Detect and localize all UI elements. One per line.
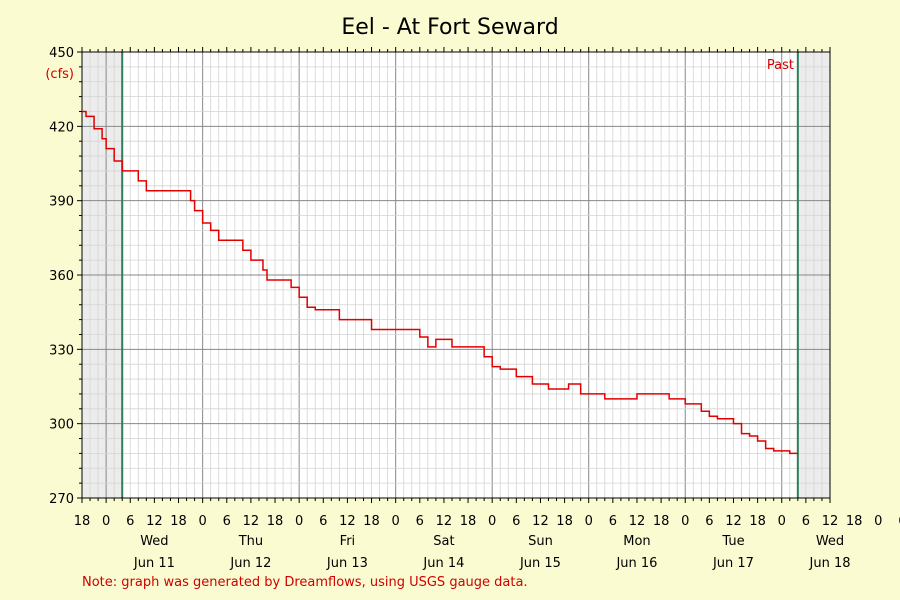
y-tick-label: 360 [49, 269, 74, 284]
x-day-label: Tue [721, 534, 744, 549]
x-day-label: Sun [528, 534, 553, 549]
flow-series-line [82, 110, 798, 455]
x-tick-label: 12 [339, 514, 356, 529]
x-day-label: Sat [433, 534, 454, 549]
x-tick-label: 12 [629, 514, 646, 529]
y-tick-label: 330 [49, 343, 74, 358]
x-tick-label: 6 [319, 514, 327, 529]
x-tick-label: 6 [609, 514, 617, 529]
x-tick-label: 12 [436, 514, 453, 529]
y-tick-label: 270 [49, 492, 74, 507]
x-tick-label: 0 [778, 514, 786, 529]
x-tick-label: 18 [267, 514, 284, 529]
source-note: Note: graph was generated by Dreamflows,… [82, 575, 528, 590]
x-tick-label: 6 [223, 514, 231, 529]
y-axis-unit-label: (cfs) [45, 67, 74, 82]
x-tick-label: 18 [749, 514, 766, 529]
x-tick-label: 18 [653, 514, 670, 529]
x-date-label: Jun 13 [326, 556, 368, 571]
x-tick-label: 6 [898, 514, 900, 529]
x-date-label: Jun 12 [229, 556, 271, 571]
x-tick-label: 6 [802, 514, 810, 529]
chart-title: Eel - At Fort Seward [341, 15, 558, 40]
x-axis-ticks: 18 0 6 12 18 0 6 12 18 0 6 12 18 0 6 12 18 0 6 12 18 0 6 12 18 0 6… [74, 47, 900, 529]
x-date-label: Jun 14 [422, 556, 464, 571]
x-day-label: Thu [238, 534, 263, 549]
y-tick-label: 300 [49, 418, 74, 433]
x-date-label: Jun 16 [615, 556, 657, 571]
x-tick-label: 18 [170, 514, 187, 529]
x-tick-label: 18 [556, 514, 573, 529]
y-axis-ticks: 270 300 330 360 390 420 450 [49, 46, 82, 507]
x-day-label: Wed [816, 534, 844, 549]
x-tick-label: 12 [146, 514, 163, 529]
x-axis-day-labels: Wed Jun 11 Thu Jun 12 Fri Jun 13 Sat Jun 14 Sun J… [133, 534, 851, 571]
x-tick-label: 0 [102, 514, 110, 529]
x-tick-label: 18 [363, 514, 380, 529]
x-tick-label: 18 [460, 514, 477, 529]
x-tick-label: 6 [416, 514, 424, 529]
x-day-label: Mon [623, 534, 650, 549]
y-tick-label: 420 [49, 120, 74, 135]
grid-lines [81, 51, 831, 499]
x-date-label: Jun 18 [809, 556, 851, 571]
x-tick-label: 0 [585, 514, 593, 529]
x-tick-label: 12 [532, 514, 549, 529]
x-tick-label: 0 [199, 514, 207, 529]
x-tick-label: 12 [725, 514, 742, 529]
x-tick-label: 12 [243, 514, 260, 529]
x-date-label: Jun 17 [712, 556, 754, 571]
x-tick-label: 18 [846, 514, 863, 529]
x-tick-label: 12 [822, 514, 839, 529]
y-tick-label: 390 [49, 195, 74, 210]
x-tick-label: 18 [74, 514, 91, 529]
x-day-label: Fri [340, 534, 356, 549]
x-tick-label: 0 [681, 514, 689, 529]
x-day-label: Wed [140, 534, 168, 549]
past-annotation: Past [767, 58, 794, 73]
x-date-label: Jun 15 [519, 556, 561, 571]
x-tick-label: 0 [874, 514, 882, 529]
y-tick-label: 450 [49, 46, 74, 61]
x-tick-label: 6 [705, 514, 713, 529]
x-tick-label: 6 [512, 514, 520, 529]
x-date-label: Jun 11 [133, 556, 175, 571]
x-tick-label: 6 [126, 514, 134, 529]
x-tick-label: 0 [295, 514, 303, 529]
x-tick-label: 0 [392, 514, 400, 529]
x-tick-label: 0 [488, 514, 496, 529]
